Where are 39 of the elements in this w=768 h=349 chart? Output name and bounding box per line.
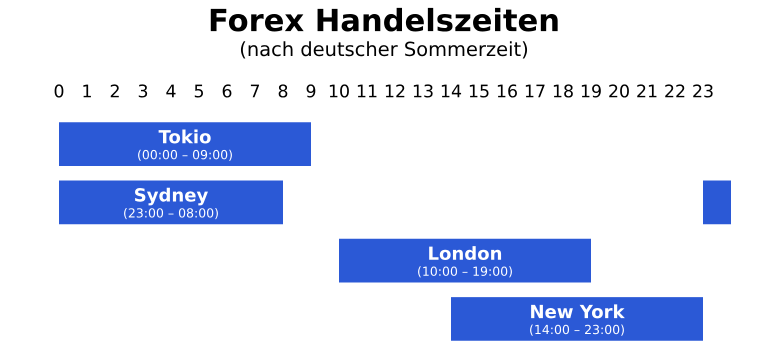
x-tick-label: 19 <box>582 84 601 98</box>
bar <box>59 122 311 166</box>
chart-subtitle: (nach deutscher Sommerzeit) <box>240 41 528 59</box>
x-tick-label: 16 <box>498 84 517 98</box>
x-tick-label: 3 <box>138 84 148 98</box>
bar <box>703 180 731 224</box>
data-label: (14:00 – 23:00) <box>530 324 624 336</box>
x-tick-label: 21 <box>637 84 656 98</box>
x-tick-label: 0 <box>54 84 64 98</box>
x-tick-label: 9 <box>306 84 316 98</box>
y-tick-label: New York <box>531 304 625 318</box>
bar <box>451 297 703 341</box>
x-tick-label: 15 <box>470 84 489 98</box>
x-tick-label: 22 <box>665 84 684 98</box>
y-tick-label: Tokio <box>158 130 211 144</box>
data-label: (10:00 – 19:00) <box>418 266 512 278</box>
x-tick-label: 7 <box>250 84 260 98</box>
x-tick-label: 23 <box>693 84 713 98</box>
x-tick-label: 4 <box>166 84 176 98</box>
x-tick-label: 1 <box>83 84 91 98</box>
x-tick-label: 5 <box>194 84 204 98</box>
x-tick-label: 18 <box>554 84 573 98</box>
x-tick-label: 10 <box>330 84 349 98</box>
data-label: (00:00 – 09:00) <box>138 150 232 161</box>
x-tick-label: 20 <box>609 84 629 98</box>
x-tick-label: 14 <box>442 84 462 98</box>
x-tick-label: 8 <box>278 84 288 98</box>
x-tick-label: 13 <box>414 84 433 98</box>
data-label: (23:00 – 08:00) <box>124 208 218 220</box>
bar <box>59 180 283 224</box>
x-tick-label: 11 <box>358 84 376 98</box>
x-tick-label: 17 <box>526 84 545 98</box>
bar <box>339 238 591 283</box>
chart-title: Forex Handelszeiten <box>210 8 558 32</box>
x-tick-label: 2 <box>110 84 119 98</box>
x-tick-label: 12 <box>386 84 404 98</box>
x-tick-label: 6 <box>222 84 232 98</box>
y-tick-label: London <box>429 246 502 260</box>
y-tick-label: Sydney <box>135 188 208 206</box>
